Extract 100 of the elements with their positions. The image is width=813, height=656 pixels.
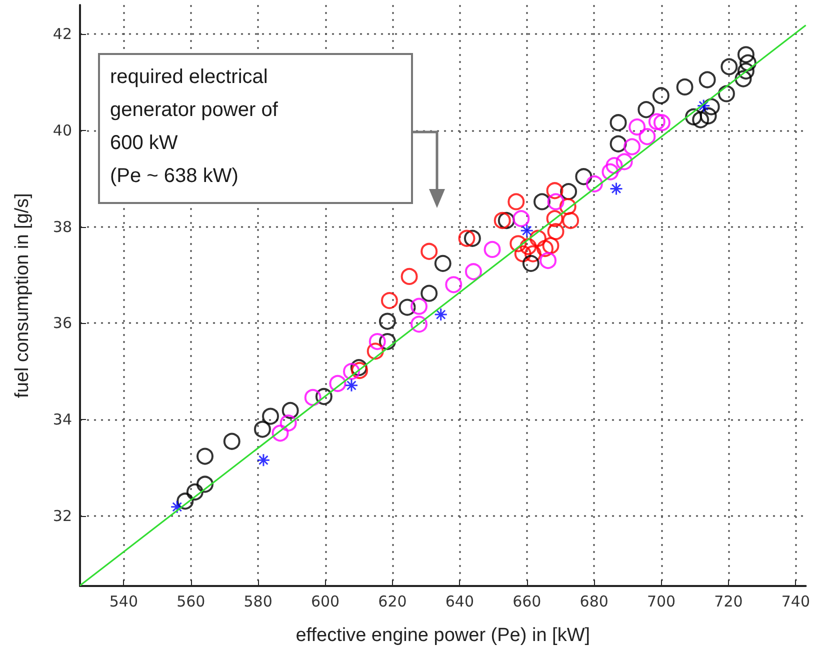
x-tick-label: 740 — [781, 592, 810, 610]
point — [546, 210, 564, 228]
point — [420, 284, 438, 302]
point — [638, 128, 656, 146]
point — [610, 182, 624, 196]
point — [602, 163, 619, 180]
point — [610, 135, 627, 152]
note-box: required electrical generator power of 600 kW (Pe ~ 638 kW) — [98, 53, 413, 204]
y-axis-title: fuel consumption in [g/s] — [12, 193, 33, 398]
point — [344, 378, 358, 392]
point — [524, 245, 542, 262]
point — [520, 224, 534, 238]
point — [445, 276, 462, 294]
point — [676, 78, 694, 96]
point — [739, 54, 756, 72]
point — [223, 432, 240, 450]
x-tick-label: 720 — [714, 592, 743, 610]
point — [380, 292, 398, 310]
point — [653, 114, 670, 132]
point — [536, 240, 554, 257]
x-tick-label: 680 — [580, 592, 608, 610]
x-tick-label: 560 — [176, 592, 206, 610]
point — [560, 183, 578, 200]
point — [498, 212, 515, 230]
point — [464, 263, 482, 280]
point — [186, 483, 204, 500]
point — [510, 235, 527, 252]
point — [400, 268, 418, 285]
x-tick-label: 640 — [445, 592, 474, 610]
x-tick-label: 600 — [310, 592, 340, 610]
point — [410, 298, 428, 315]
x-tick-label: 580 — [244, 592, 272, 610]
point — [315, 388, 332, 406]
point — [508, 193, 525, 210]
point — [420, 242, 438, 260]
point — [256, 453, 270, 467]
x-tick-label: 660 — [512, 592, 542, 610]
point — [734, 70, 752, 88]
annotation: required electrical generator power of 600 kW (Pe ~ 638 kW) — [110, 65, 278, 189]
point — [176, 492, 194, 510]
point — [737, 46, 754, 64]
point — [575, 168, 592, 186]
point — [434, 308, 448, 322]
point — [280, 414, 297, 432]
point — [624, 138, 641, 156]
point — [562, 212, 580, 230]
point — [546, 182, 564, 200]
point — [547, 193, 564, 210]
point — [652, 87, 670, 104]
point — [304, 388, 322, 406]
point — [329, 374, 346, 392]
point — [540, 252, 557, 270]
x-axis-title: effective engine power (Pe) in [kW] — [296, 625, 590, 646]
point — [254, 420, 271, 438]
point — [685, 108, 702, 126]
point — [484, 240, 501, 258]
point — [628, 118, 646, 136]
point — [559, 198, 576, 216]
point — [262, 408, 280, 425]
y-tick-label: 34 — [52, 410, 72, 429]
point — [368, 333, 386, 350]
point — [378, 312, 396, 330]
y-tick-label: 42 — [52, 24, 72, 43]
point — [514, 245, 532, 262]
x-tick-label: 700 — [646, 592, 676, 610]
point — [458, 230, 476, 247]
x-tick-label: 540 — [109, 592, 138, 610]
point — [702, 98, 720, 116]
point — [737, 62, 754, 80]
point — [398, 298, 416, 316]
point — [616, 153, 633, 170]
point — [692, 111, 710, 128]
point — [542, 237, 560, 254]
point — [366, 342, 384, 360]
point — [522, 254, 540, 272]
point — [343, 362, 360, 380]
point — [196, 448, 214, 465]
point — [434, 254, 452, 272]
point — [547, 223, 564, 240]
point — [282, 402, 299, 419]
point — [586, 175, 603, 192]
point — [378, 333, 396, 350]
point — [648, 113, 666, 130]
point — [512, 210, 530, 228]
point — [520, 238, 537, 256]
point — [606, 157, 623, 174]
point — [272, 424, 289, 442]
point — [700, 107, 717, 124]
point — [638, 101, 655, 118]
point — [170, 500, 184, 514]
y-tick-label: 38 — [52, 218, 72, 236]
point — [698, 71, 716, 88]
x-tick-label: 620 — [378, 592, 407, 610]
point — [529, 230, 546, 247]
y-tick-label: 36 — [52, 314, 72, 332]
point — [196, 476, 214, 493]
point — [410, 316, 428, 333]
point — [720, 58, 738, 76]
point — [718, 85, 735, 102]
y-tick-label: 40 — [52, 121, 72, 140]
